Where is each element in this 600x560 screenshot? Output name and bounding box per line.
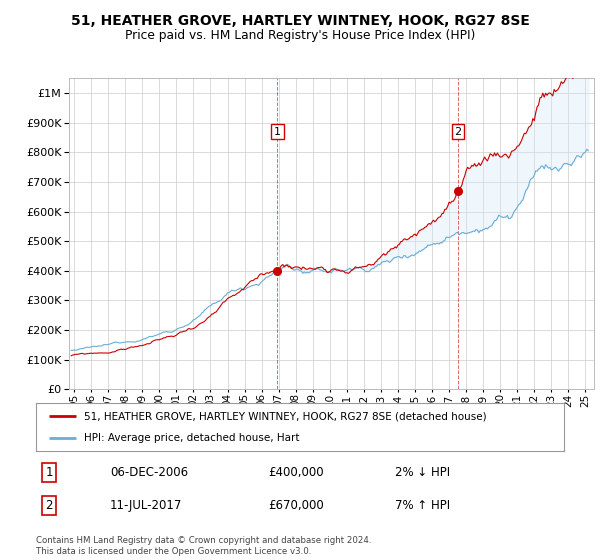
Text: 1: 1 xyxy=(274,127,281,137)
Text: £400,000: £400,000 xyxy=(268,466,324,479)
Text: 1: 1 xyxy=(46,466,53,479)
Text: 51, HEATHER GROVE, HARTLEY WINTNEY, HOOK, RG27 8SE (detached house): 51, HEATHER GROVE, HARTLEY WINTNEY, HOOK… xyxy=(83,411,486,421)
Text: £670,000: £670,000 xyxy=(268,498,324,512)
Text: HPI: Average price, detached house, Hart: HPI: Average price, detached house, Hart xyxy=(83,433,299,443)
Text: 51, HEATHER GROVE, HARTLEY WINTNEY, HOOK, RG27 8SE: 51, HEATHER GROVE, HARTLEY WINTNEY, HOOK… xyxy=(71,14,529,28)
Text: Price paid vs. HM Land Registry's House Price Index (HPI): Price paid vs. HM Land Registry's House … xyxy=(125,29,475,42)
Text: 2: 2 xyxy=(455,127,462,137)
Text: 2% ↓ HPI: 2% ↓ HPI xyxy=(395,466,450,479)
Text: 11-JUL-2017: 11-JUL-2017 xyxy=(110,498,182,512)
Text: 06-DEC-2006: 06-DEC-2006 xyxy=(110,466,188,479)
Text: 7% ↑ HPI: 7% ↑ HPI xyxy=(395,498,450,512)
Text: 2: 2 xyxy=(46,498,53,512)
Text: Contains HM Land Registry data © Crown copyright and database right 2024.
This d: Contains HM Land Registry data © Crown c… xyxy=(36,536,371,556)
